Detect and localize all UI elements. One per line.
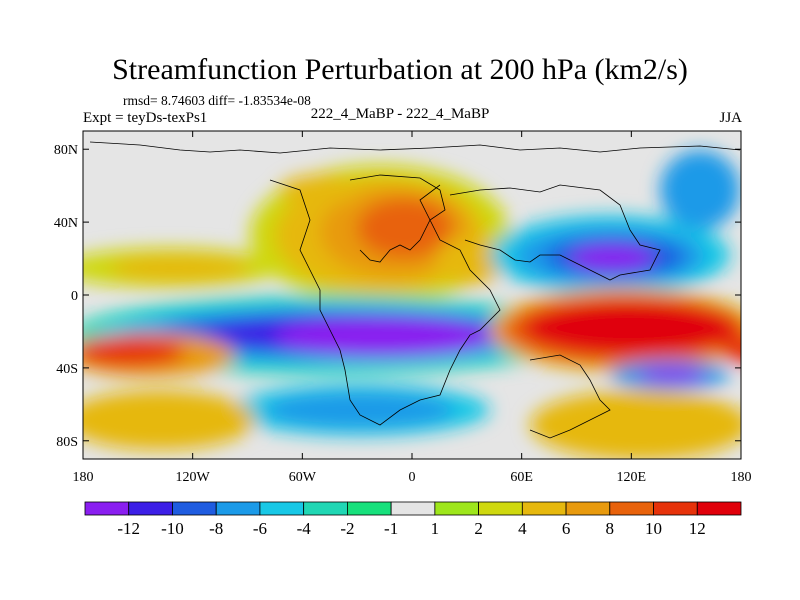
season-label: JJA (719, 110, 742, 126)
colorbar-label: 12 (689, 519, 706, 538)
colorbar: -12 -10 -8 -6 -4 -2 -1 1 2 4 6 8 10 12 (84, 501, 742, 538)
colorbar-swatch (172, 501, 217, 516)
colorbar-label: 8 (606, 519, 615, 538)
y-tick-label: 80S (56, 435, 78, 450)
colorbar-swatch (128, 501, 173, 516)
colorbar-swatch (390, 501, 436, 516)
x-tick-label: 180 (731, 470, 752, 485)
y-tick-label: 0 (71, 289, 78, 304)
rmsd-diff-stats: rmsd= 8.74603 diff= -1.83534e-08 (123, 93, 311, 108)
x-tick-label: 60E (510, 470, 533, 485)
colorbar-label: -8 (209, 519, 223, 538)
y-tick-label: 80N (54, 143, 78, 158)
y-tick-label: 40N (54, 216, 78, 231)
colorbar-label: 1 (431, 519, 440, 538)
x-tick-label: 120W (176, 470, 211, 485)
colorbar-swatch (521, 501, 567, 516)
colorbar-swatch (84, 501, 130, 516)
colorbar-label: -4 (297, 519, 312, 538)
y-tick-label: 40S (56, 362, 78, 377)
streamfunction-field (83, 150, 741, 459)
case-label: 222_4_MaBP - 222_4_MaBP (310, 106, 490, 122)
colorbar-swatch (346, 501, 392, 516)
colorbar-label: -1 (384, 519, 398, 538)
x-tick-label: 60W (289, 470, 317, 485)
colorbar-label: -12 (117, 519, 140, 538)
colorbar-label: 4 (518, 519, 527, 538)
plot-title: Streamfunction Perturbation at 200 hPa (… (112, 53, 688, 86)
x-tick-label: 0 (409, 470, 416, 485)
colorbar-swatch (609, 501, 654, 516)
colorbar-swatch (303, 501, 348, 516)
colorbar-label: 2 (474, 519, 483, 538)
experiment-label: Expt = teyDs-texPs1 (83, 110, 208, 126)
x-tick-label: 120E (617, 470, 647, 485)
colorbar-swatch (696, 501, 742, 516)
colorbar-swatch (653, 501, 698, 516)
colorbar-label: -10 (161, 519, 184, 538)
coastline (89, 141, 741, 439)
x-tick-label: 180 (73, 470, 94, 485)
colorbar-label: 10 (645, 519, 662, 538)
colorbar-swatch (259, 501, 305, 516)
colorbar-swatch (478, 501, 523, 516)
colorbar-swatch (434, 501, 480, 516)
colorbar-label: -6 (253, 519, 267, 538)
colorbar-swatch (565, 501, 611, 516)
axis-ticks: 180 120W 60W 0 60E 120E 180 80N 40N 0 40S 80S (54, 131, 752, 485)
map-panel (83, 131, 741, 459)
colorbar-label: 6 (562, 519, 571, 538)
colorbar-swatch (215, 501, 261, 516)
colorbar-label: -2 (340, 519, 354, 538)
